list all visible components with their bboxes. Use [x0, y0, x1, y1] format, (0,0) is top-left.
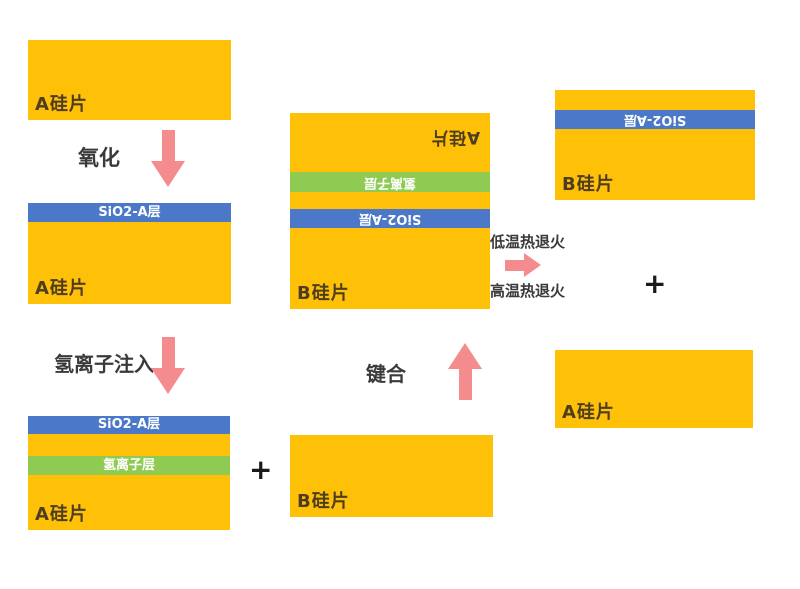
hydrogen-layer-label: 氢离子层 — [102, 458, 155, 473]
oxidation-arrow-down-icon — [151, 130, 185, 187]
arrow-head — [524, 253, 541, 277]
oxidation-step-label: 氧化 — [78, 146, 120, 170]
arrow-head — [151, 368, 185, 394]
wafer-b-block: B硅片 — [290, 435, 493, 517]
arrow-shaft — [458, 369, 472, 400]
transferred-silicon-layer — [555, 90, 755, 110]
silicon-layer: A硅片 — [28, 475, 230, 530]
wafer-a-label: A硅片 — [35, 278, 88, 299]
arrow-shaft — [161, 337, 175, 368]
wafer-b-label: B硅片 — [297, 283, 350, 304]
wafer-a-label: A硅片 — [35, 504, 88, 525]
hydrogen-layer-flipped-label: 氢离子层 — [364, 175, 417, 190]
wafer-a-flipped-layer: A硅片 — [290, 113, 490, 172]
sio2-layer-label: SiO2-A层 — [98, 205, 161, 220]
silicon-thin-layer — [28, 434, 230, 456]
wafer-b-label: B硅片 — [562, 174, 615, 195]
implant-arrow-down-icon — [151, 337, 185, 394]
arrow-head — [151, 161, 185, 187]
hydrogen-ion-layer: 氢离子层 — [290, 172, 490, 192]
wafer-a-oxidized-block: SiO2-A层 A硅片 — [28, 203, 231, 304]
sio2-layer: SiO2-A层 — [290, 209, 490, 228]
wafer-a-block: A硅片 — [28, 40, 231, 120]
sio2-layer: SiO2-A层 — [28, 203, 231, 222]
sio2-layer-label: SiO2-A层 — [97, 417, 161, 432]
silicon-layer: A硅片 — [28, 222, 231, 304]
wafer-a-label: A硅片 — [35, 94, 88, 115]
wafer-b-layer: B硅片 — [555, 129, 755, 200]
hydrogen-ion-layer: 氢离子层 — [28, 456, 230, 475]
bonded-stack-block: A硅片 氢离子层 SiO2-A层 B硅片 — [290, 113, 490, 309]
arrow-shaft — [161, 130, 175, 161]
arrow-head — [448, 343, 482, 369]
anneal-low-step-label: 低温热退火 — [490, 233, 566, 251]
wafer-a-flipped-label: A硅片 — [429, 127, 480, 147]
bonding-arrow-up-icon — [448, 343, 482, 400]
wafer-b-layer: B硅片 — [290, 228, 490, 309]
sio2-layer: SiO2-A层 — [28, 416, 230, 434]
ion-implant-step-label: 氢离子注入 — [54, 352, 154, 376]
soi-result-block: SiO2-A层 B硅片 — [555, 90, 755, 200]
sio2-layer: SiO2-A层 — [555, 110, 755, 129]
anneal-arrow-right-icon — [505, 253, 541, 277]
wafer-a-implanted-block: SiO2-A层 氢离子层 A硅片 — [28, 416, 230, 530]
anneal-high-step-label: 高温热退火 — [490, 282, 566, 300]
sio2-layer-flipped-label: SiO2-A层 — [358, 211, 422, 226]
silicon-thin-layer — [290, 192, 490, 209]
sio2-layer-flipped-label: SiO2-A层 — [623, 112, 687, 127]
plus-operator-left: + — [249, 453, 273, 486]
plus-operator-right: + — [643, 267, 667, 300]
arrow-shaft — [505, 259, 524, 271]
wafer-a-remainder-block: A硅片 — [555, 350, 753, 428]
bonding-step-label: 键合 — [366, 362, 406, 386]
wafer-a-label: A硅片 — [562, 402, 615, 423]
wafer-b-label: B硅片 — [297, 491, 350, 512]
